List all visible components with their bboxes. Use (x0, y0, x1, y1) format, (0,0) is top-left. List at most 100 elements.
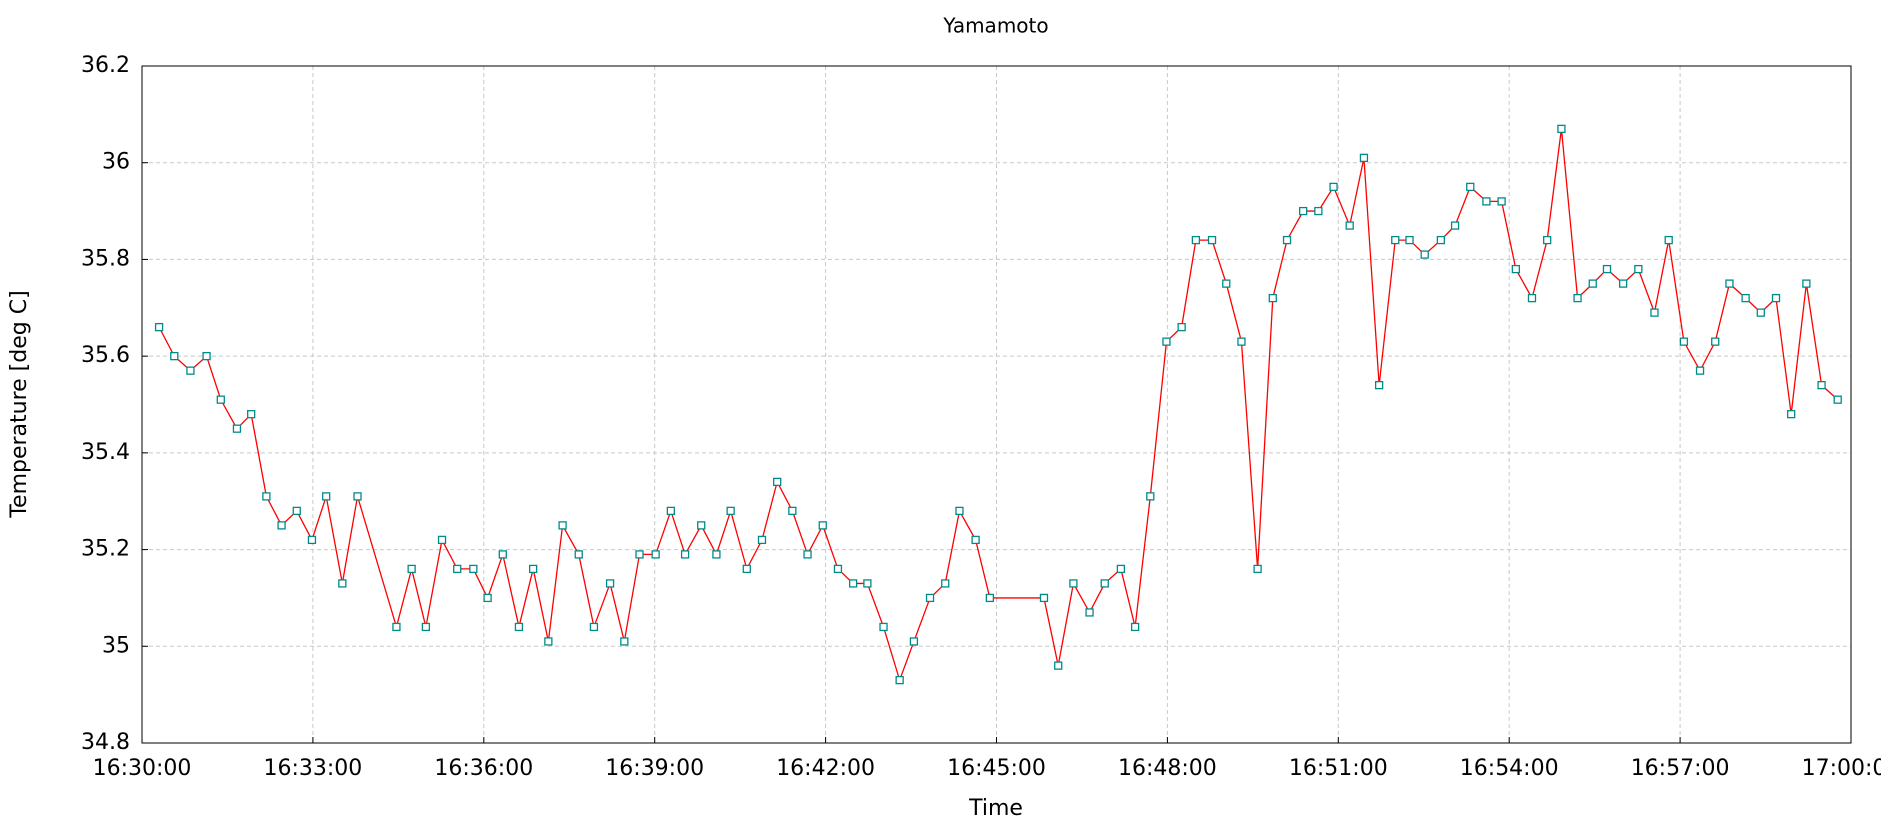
x-tick-label: 16:54:00 (1460, 756, 1559, 781)
y-tick-label: 35 (102, 633, 130, 658)
data-point (605, 579, 615, 588)
data-point (635, 550, 644, 559)
data-point (202, 351, 211, 361)
data-point (879, 622, 888, 632)
data-point (726, 506, 735, 516)
data-point (773, 477, 782, 487)
data-point (1787, 410, 1796, 419)
data-point (483, 593, 492, 603)
data-point (1054, 661, 1063, 670)
data-point (1268, 293, 1277, 303)
data-point (529, 564, 538, 574)
data-point (1391, 235, 1400, 245)
data-point (407, 564, 416, 574)
data-point (1130, 622, 1140, 632)
data-point (262, 492, 271, 501)
data-point (338, 579, 347, 588)
data-point (680, 550, 690, 559)
data-point (498, 550, 507, 559)
data-point (1253, 564, 1262, 574)
data-point (1618, 279, 1628, 288)
x-tick-label: 16:45:00 (947, 756, 1046, 781)
y-tick-label: 35.4 (81, 440, 130, 465)
data-point (742, 564, 751, 574)
x-tick-label: 16:36:00 (434, 756, 533, 781)
data-point (1069, 579, 1078, 588)
data-line (158, 128, 1839, 683)
data-point (1557, 124, 1566, 134)
grid (141, 65, 1852, 744)
data-point (307, 535, 317, 545)
data-point (1450, 221, 1460, 230)
data-point (697, 521, 706, 530)
data-point (1741, 293, 1750, 303)
data-point (955, 506, 964, 516)
data-point (392, 622, 401, 632)
data-point (558, 521, 567, 530)
data-point (1100, 579, 1109, 588)
data-point (589, 622, 599, 632)
y-tick-label: 34.8 (81, 730, 130, 755)
data-point (1237, 337, 1246, 346)
y-tick-label: 35.2 (81, 537, 130, 562)
data-point (1222, 279, 1231, 288)
data-point (1282, 235, 1292, 245)
data-point (1085, 608, 1094, 617)
data-point (574, 550, 583, 559)
data-point (848, 579, 858, 588)
data-point (1833, 395, 1842, 404)
data-point (666, 506, 675, 516)
y-tick-label: 35.8 (81, 246, 130, 271)
x-axis-label: Time (968, 796, 1023, 821)
data-point (1405, 235, 1414, 245)
data-point (1374, 381, 1384, 390)
x-tick-label: 16:57:00 (1631, 756, 1730, 781)
data-point (712, 550, 721, 559)
data-point (1543, 235, 1552, 245)
data-point (971, 535, 980, 545)
data-point (833, 564, 843, 574)
data-point (1756, 308, 1765, 317)
data-point (818, 521, 827, 530)
y-tick-label: 35.6 (81, 343, 130, 368)
data-point (1588, 279, 1597, 288)
x-tick-label: 16:39:00 (605, 756, 704, 781)
data-point (985, 593, 995, 603)
data-point (620, 637, 629, 646)
x-tick-label: 16:48:00 (1118, 756, 1217, 781)
data-point (514, 622, 524, 632)
data-point (1177, 322, 1186, 332)
data-point (757, 535, 767, 545)
data-point (941, 579, 950, 588)
chart-title: Yamamoto (942, 14, 1048, 38)
y-tick-label: 36.2 (81, 53, 130, 78)
plot-area (154, 124, 1842, 685)
data-point (322, 492, 331, 501)
x-tick-label: 17:00:00 (1802, 756, 1881, 781)
data-point (1771, 293, 1781, 303)
data-point (1497, 197, 1506, 206)
data-point (863, 579, 872, 588)
y-tick-label: 36 (102, 150, 130, 175)
data-point (1664, 235, 1673, 245)
x-tick-label: 16:33:00 (263, 756, 362, 781)
data-point (1420, 250, 1429, 259)
data-point (909, 637, 919, 646)
data-point (895, 675, 904, 685)
data-point (1817, 381, 1826, 390)
y-axis-label: Temperature [deg C] (7, 290, 32, 518)
data-point (1191, 235, 1201, 245)
data-point (1711, 337, 1720, 346)
data-point (1359, 153, 1369, 163)
data-point (803, 550, 812, 559)
data-point (353, 492, 362, 501)
data-point (651, 550, 660, 559)
data-point (277, 521, 286, 530)
data-point (437, 535, 447, 545)
data-point (1207, 235, 1217, 245)
data-point (247, 410, 256, 419)
data-point (1436, 235, 1445, 245)
data-point (453, 564, 462, 574)
data-point (1679, 337, 1689, 346)
